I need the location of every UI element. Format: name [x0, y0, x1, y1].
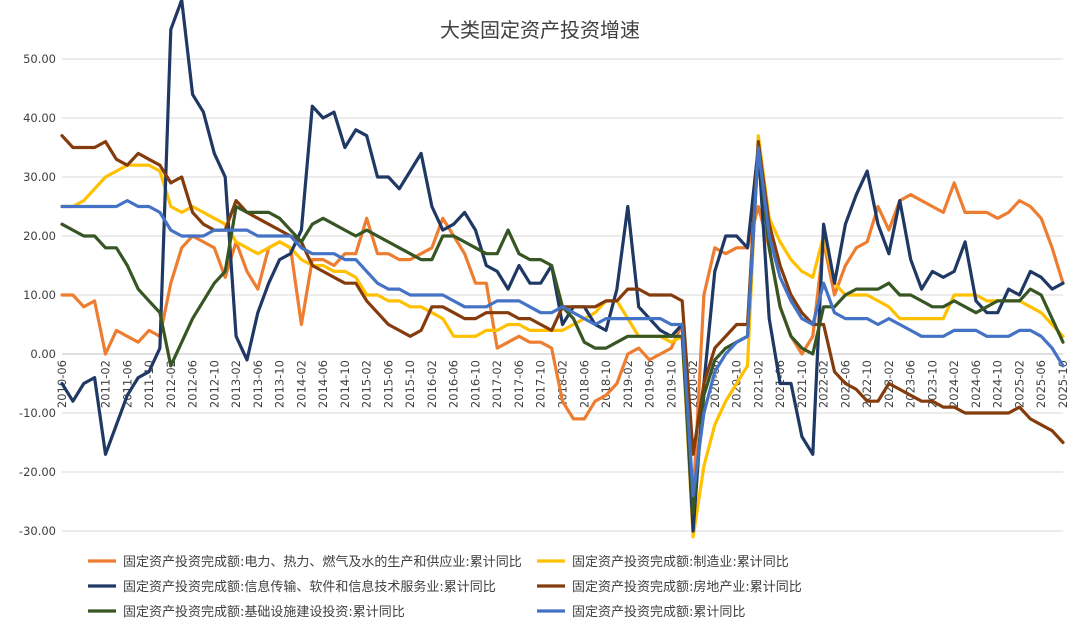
- legend-label: 固定资产投资完成额:电力、热力、燃气及水的生产和供应业:累计同比: [123, 554, 522, 570]
- x-tick-label: 2014-02: [294, 360, 308, 408]
- y-tick-label: 30.00: [23, 170, 56, 184]
- x-tick-label: 2015-10: [403, 360, 417, 408]
- grid-layer: [62, 58, 1063, 532]
- x-tick-label: 2013-06: [251, 360, 265, 408]
- series-line-6: [60, 145, 1065, 498]
- x-tick-label: 2025-02: [1012, 360, 1026, 408]
- x-tick-label: 2017-06: [512, 360, 526, 408]
- x-tick-label: 2014-06: [316, 360, 330, 408]
- legend-label: 固定资产投资完成额:制造业:累计同比: [572, 554, 789, 570]
- x-tick-label: 2018-06: [577, 360, 591, 408]
- x-tick-label: 2019-02: [621, 360, 635, 408]
- x-tick-label: 2012-06: [186, 360, 200, 408]
- x-tick-label: 2015-02: [360, 360, 374, 408]
- x-tick-label: 2021-10: [795, 360, 809, 408]
- y-axis: 50.00 40.00 30.00 20.00 10.00 0.00 -10.00 -20.0…: [19, 52, 56, 538]
- x-tick-label: 2012-10: [207, 360, 221, 408]
- legend-label: 固定资产投资完成额:房地产业:累计同比: [572, 579, 802, 595]
- y-tick-label: -10.00: [19, 406, 56, 420]
- x-tick-label: 2019-10: [664, 360, 678, 408]
- legend-label: 固定资产投资完成额:基础设施建设投资:累计同比: [123, 604, 405, 620]
- x-tick-label: 2022-02: [817, 360, 831, 408]
- x-tick-label: 2016-06: [447, 360, 461, 408]
- x-tick-label: 2016-10: [468, 360, 482, 408]
- x-tick-label: 2011-06: [120, 360, 134, 408]
- y-tick-label: 10.00: [23, 288, 56, 302]
- x-tick-label: 2012-02: [164, 360, 178, 408]
- x-axis: 2010-06 2011-02 2011-06 2011-10 2012-02 2012-…: [55, 360, 1070, 408]
- x-tick-label: 2014-10: [338, 360, 352, 408]
- x-tick-label: 2011-02: [99, 360, 113, 408]
- x-tick-label: 2019-06: [643, 360, 657, 408]
- x-tick-label: 2024-02: [947, 360, 961, 408]
- x-tick-label: 2023-06: [904, 360, 918, 408]
- x-tick-label: 2017-02: [490, 360, 504, 408]
- chart-title: 大类固定资产投资增速: [440, 18, 640, 42]
- x-tick-label: 2025-06: [1034, 360, 1048, 408]
- legend-label: 固定资产投资完成额:累计同比: [572, 604, 745, 620]
- y-tick-label: -30.00: [19, 524, 56, 538]
- x-tick-label: 2023-10: [925, 360, 939, 408]
- x-tick-label: 2013-10: [273, 360, 287, 408]
- x-tick-label: 2017-10: [534, 360, 548, 408]
- legend-label: 固定资产投资完成额:信息传输、软件和信息技术服务业:累计同比: [123, 579, 496, 595]
- x-tick-label: 2024-10: [991, 360, 1005, 408]
- x-tick-label: 2016-02: [425, 360, 439, 408]
- x-tick-label: 2024-06: [969, 360, 983, 408]
- series-line-3: [60, 0, 1065, 533]
- y-tick-label: 0.00: [30, 347, 56, 361]
- x-tick-label: 2018-02: [556, 360, 570, 408]
- x-tick-label: 2025-10: [1056, 360, 1070, 408]
- y-tick-label: 40.00: [23, 111, 56, 125]
- y-tick-label: -20.00: [19, 465, 56, 479]
- legend: 固定资产投资完成额:电力、热力、燃气及水的生产和供应业:累计同比 固定资产投资完成…: [88, 554, 802, 620]
- x-tick-label: 2013-02: [229, 360, 243, 408]
- x-tick-label: 2015-06: [381, 360, 395, 408]
- x-tick-label: 2021-02: [751, 360, 765, 408]
- x-tick-label: 2011-10: [142, 360, 156, 408]
- x-tick-label: 2018-10: [599, 360, 613, 408]
- y-tick-label: 20.00: [23, 229, 56, 243]
- y-tick-label: 50.00: [23, 52, 56, 66]
- series-layer: [60, 0, 1065, 539]
